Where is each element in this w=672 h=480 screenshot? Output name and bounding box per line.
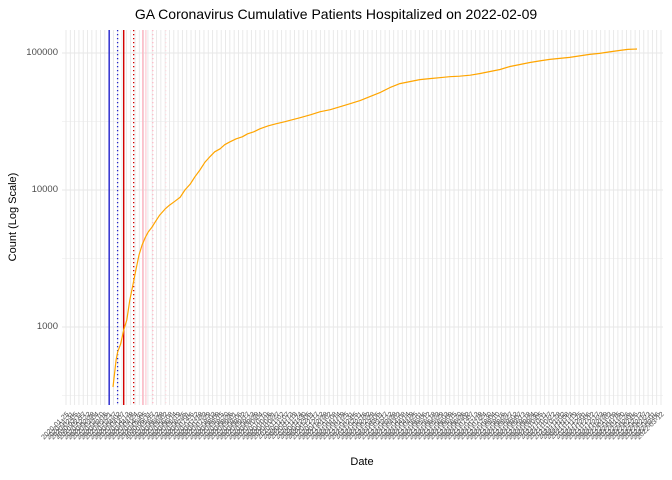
chart-title: GA Coronavirus Cumulative Patients Hospi…	[134, 6, 538, 22]
series-line-group	[112, 48, 638, 388]
y-tick-label-100000: 100000	[26, 47, 58, 58]
y-tick-label-1000: 1000	[36, 321, 58, 332]
x-axis-title: Date	[350, 456, 374, 468]
reference-lines-group	[108, 30, 167, 405]
series-line-cumulative-patients-hospitalized	[112, 48, 638, 388]
gridlines-group	[62, 30, 663, 405]
y-tick-label-10000: 10000	[31, 184, 58, 195]
